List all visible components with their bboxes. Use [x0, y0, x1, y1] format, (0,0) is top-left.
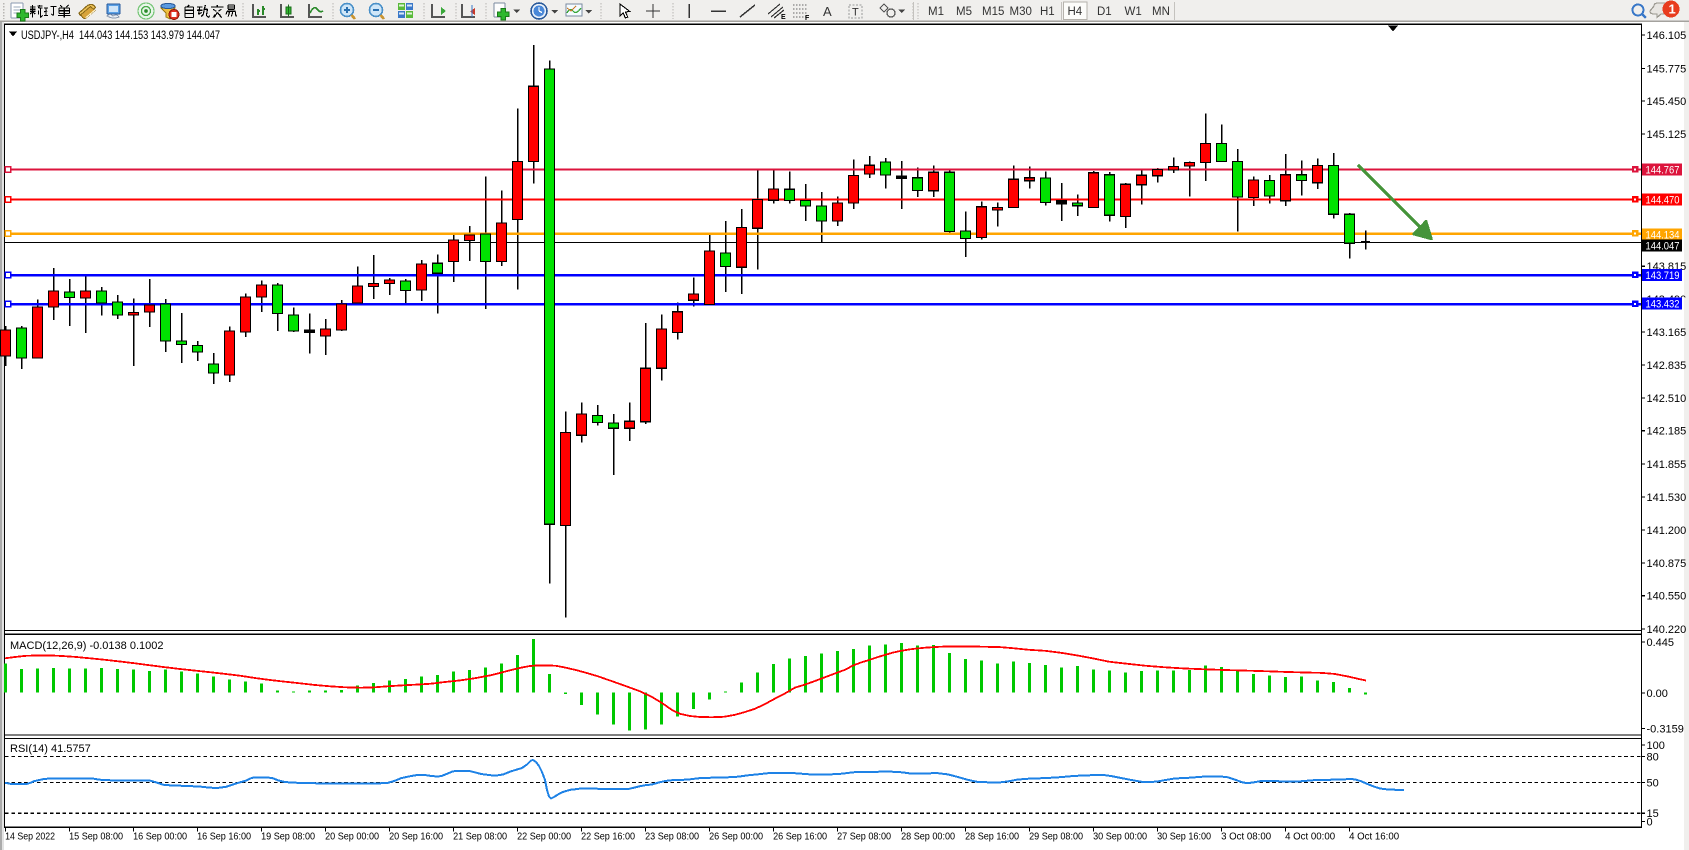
- svg-text:1: 1: [1669, 2, 1676, 17]
- svg-text:4 Oct 16:00: 4 Oct 16:00: [1349, 831, 1399, 843]
- svg-text:80: 80: [1647, 752, 1659, 764]
- svg-text:21 Sep 08:00: 21 Sep 08:00: [453, 831, 507, 843]
- svg-text:19 Sep 08:00: 19 Sep 08:00: [261, 831, 315, 843]
- svg-text:143.490: 143.490: [1647, 294, 1687, 306]
- svg-text:22 Sep 00:00: 22 Sep 00:00: [517, 831, 571, 843]
- svg-text:144.767: 144.767: [1646, 165, 1680, 177]
- svg-text:0.00: 0.00: [1647, 688, 1668, 700]
- svg-text:M15: M15: [982, 6, 1004, 18]
- svg-text:W1: W1: [1125, 6, 1142, 18]
- svg-text:-0.3159: -0.3159: [1647, 724, 1684, 736]
- svg-text:20 Sep 00:00: 20 Sep 00:00: [325, 831, 379, 843]
- svg-text:141.855: 141.855: [1647, 459, 1687, 471]
- svg-text:15 Sep 08:00: 15 Sep 08:00: [69, 831, 123, 843]
- svg-text:50: 50: [1647, 777, 1659, 789]
- svg-text:28 Sep 16:00: 28 Sep 16:00: [965, 831, 1019, 843]
- svg-text:RSI(14) 41.5757: RSI(14) 41.5757: [10, 743, 91, 755]
- svg-text:A: A: [823, 4, 832, 19]
- svg-text:30 Sep 00:00: 30 Sep 00:00: [1093, 831, 1147, 843]
- svg-text:27 Sep 08:00: 27 Sep 08:00: [837, 831, 891, 843]
- svg-text:E: E: [781, 14, 786, 21]
- svg-text:16 Sep 00:00: 16 Sep 00:00: [133, 831, 187, 843]
- svg-text:145.775: 145.775: [1647, 63, 1687, 75]
- svg-text:26 Sep 16:00: 26 Sep 16:00: [773, 831, 827, 843]
- svg-text:144.134: 144.134: [1646, 229, 1680, 241]
- svg-text:20 Sep 16:00: 20 Sep 16:00: [389, 831, 443, 843]
- svg-text:MACD(12,26,9) -0.0138 0.1002: MACD(12,26,9) -0.0138 0.1002: [10, 640, 163, 652]
- svg-text:D1: D1: [1097, 6, 1112, 18]
- svg-text:T: T: [852, 7, 859, 19]
- svg-text:H1: H1: [1040, 6, 1055, 18]
- svg-text:142.510: 142.510: [1647, 393, 1687, 405]
- svg-text:15: 15: [1647, 808, 1659, 820]
- svg-text:29 Sep 08:00: 29 Sep 08:00: [1029, 831, 1083, 843]
- svg-text:USDJPY-,H4 144.043 144.153 14: USDJPY-,H4 144.043 144.153 143.979 144.0…: [21, 30, 220, 42]
- svg-text:141.530: 141.530: [1647, 492, 1687, 504]
- svg-text:M1: M1: [928, 6, 944, 18]
- svg-text:3 Oct 08:00: 3 Oct 08:00: [1221, 831, 1271, 843]
- svg-text:0.445: 0.445: [1647, 637, 1675, 649]
- svg-text:141.200: 141.200: [1647, 525, 1687, 537]
- svg-text:14 Sep 2022: 14 Sep 2022: [5, 831, 55, 843]
- svg-text:0: 0: [1647, 817, 1653, 829]
- svg-text:28 Sep 00:00: 28 Sep 00:00: [901, 831, 955, 843]
- svg-text:22 Sep 16:00: 22 Sep 16:00: [581, 831, 635, 843]
- svg-text:MN: MN: [1152, 6, 1170, 18]
- svg-text:144.470: 144.470: [1646, 195, 1680, 207]
- svg-text:26 Sep 00:00: 26 Sep 00:00: [709, 831, 763, 843]
- svg-text:M30: M30: [1010, 6, 1032, 18]
- svg-text:142.835: 142.835: [1647, 360, 1687, 372]
- svg-text:16 Sep 16:00: 16 Sep 16:00: [197, 831, 251, 843]
- svg-text:144.047: 144.047: [1646, 241, 1680, 253]
- svg-text:140.220: 140.220: [1647, 624, 1687, 636]
- svg-text:146.105: 146.105: [1647, 30, 1687, 42]
- svg-text:143.719: 143.719: [1646, 270, 1680, 282]
- svg-text:4 Oct 00:00: 4 Oct 00:00: [1285, 831, 1335, 843]
- svg-text:143.432: 143.432: [1646, 298, 1680, 310]
- svg-text:140.550: 140.550: [1647, 591, 1687, 603]
- svg-text:142.185: 142.185: [1647, 426, 1687, 438]
- svg-text:143.165: 143.165: [1647, 327, 1687, 339]
- svg-text:100: 100: [1647, 740, 1665, 752]
- svg-text:145.125: 145.125: [1647, 129, 1687, 141]
- svg-text:23 Sep 08:00: 23 Sep 08:00: [645, 831, 699, 843]
- svg-text:H4: H4: [1068, 6, 1083, 18]
- svg-text:140.875: 140.875: [1647, 558, 1687, 570]
- svg-text:M5: M5: [956, 6, 972, 18]
- svg-text:30 Sep 16:00: 30 Sep 16:00: [1157, 831, 1211, 843]
- svg-text:145.450: 145.450: [1647, 96, 1687, 108]
- svg-text:F: F: [805, 15, 810, 22]
